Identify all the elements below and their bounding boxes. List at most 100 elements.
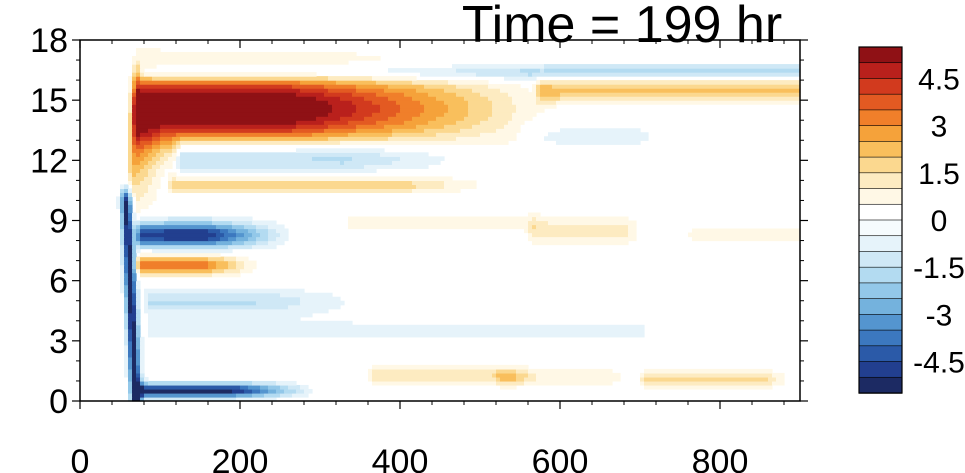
heatmap-cell [300,300,345,306]
heatmap-cell [208,236,221,242]
heatmap-cell [128,168,133,173]
heatmap-cell [180,140,341,145]
heatmap-cell [132,392,141,398]
heatmap-cell [132,348,137,354]
heatmap-cell [128,360,133,366]
heatmap-cell [128,116,133,121]
heatmap-cell [136,264,141,270]
heatmap-cell [128,320,133,326]
heatmap-cell [128,220,133,226]
heatmap-cell [124,284,129,290]
heatmap-cell [324,120,349,125]
heatmap-cell [132,132,137,137]
heatmap-cell [396,112,421,117]
heatmap-cell [256,236,269,242]
heatmap-cell [248,384,261,390]
heatmap-cell [496,380,525,386]
heatmap-cell [492,112,513,117]
heatmap-cell [556,100,801,105]
colorbar-swatch [858,361,903,378]
heatmap-cell [372,368,497,374]
heatmap-cell [132,372,137,378]
heatmap-cell [536,372,621,378]
heatmap-cell [132,352,137,358]
heatmap-cell [244,264,257,270]
heatmap-cell [228,228,237,234]
heatmap-cell [464,96,489,101]
heatmap-cell [528,232,533,238]
heatmap-cell [136,136,141,141]
heatmap-cell [140,160,149,165]
heatmap-cell [148,128,161,133]
heatmap-cell [148,184,161,190]
heatmap-cell [164,220,213,226]
heatmap-cell [140,268,213,274]
heatmap-cell [260,232,269,238]
colorbar-swatch [858,235,903,253]
heatmap-cell [472,88,501,93]
heatmap-cell [132,268,137,274]
heatmap-cell [116,196,121,202]
heatmap-cell [144,296,149,302]
heatmap-cell [772,372,785,378]
heatmap-cell [224,232,237,238]
heatmap-cell [136,116,317,121]
heatmap-cell [140,224,217,230]
heatmap-cell [132,300,137,306]
heatmap-cell [120,192,125,198]
heatmap-cell [428,92,457,97]
heatmap-cell [132,220,141,226]
heatmap-cell [148,172,157,177]
heatmap-cell [528,220,549,226]
x-tick-label: 400 [372,443,429,473]
heatmap-cell [160,144,173,149]
colorbar-tick-label: -3 [926,299,953,332]
heatmap-cell [128,96,133,101]
heatmap-cell [288,384,301,390]
heatmap-cell [240,268,253,274]
heatmap-cell [120,232,125,238]
heatmap-cell [136,204,149,210]
heatmap-cell [172,136,181,141]
heatmap-cell [124,360,129,366]
heatmap-cell [140,228,165,234]
heatmap-cell [120,184,125,190]
heatmap-cell [168,216,213,222]
heatmap-cell [168,172,177,177]
heatmap-cell [136,372,141,378]
colorbar-swatch [858,172,903,190]
heatmap-cell [136,328,141,334]
heatmap-cell [120,224,125,230]
heatmap-cell [140,260,209,266]
heatmap-cell [348,132,393,137]
heatmap-cell [120,280,125,286]
heatmap-cell [256,224,269,230]
heatmap-cell [136,200,153,206]
heatmap-cell [552,84,801,89]
heatmap-cell [356,108,381,113]
heatmap-cell [132,100,137,105]
title-background [428,0,800,63]
heatmap-cell [424,108,449,113]
heatmap-cell [244,232,253,238]
heatmap-cell [124,300,129,306]
heatmap-cell [160,132,177,137]
heatmap-cell [132,140,137,145]
heatmap-cell [332,104,357,109]
heatmap-cell [292,128,325,133]
y-tick-label: 15 [30,82,68,120]
heatmap-cell [532,240,629,246]
heatmap-cell [140,72,145,77]
heatmap-cell [244,240,257,246]
heatmap-cell [492,104,517,109]
heatmap-cell [528,72,533,77]
heatmap-cell [132,88,137,93]
heatmap-cell [128,288,133,294]
heatmap-cell [144,380,149,386]
heatmap-cell [128,172,133,177]
heatmap-cell [340,160,345,165]
heatmap-cell [480,120,509,125]
heatmap-cell [128,364,133,370]
heatmap-cell [136,112,329,117]
heatmap-cell [644,380,773,386]
